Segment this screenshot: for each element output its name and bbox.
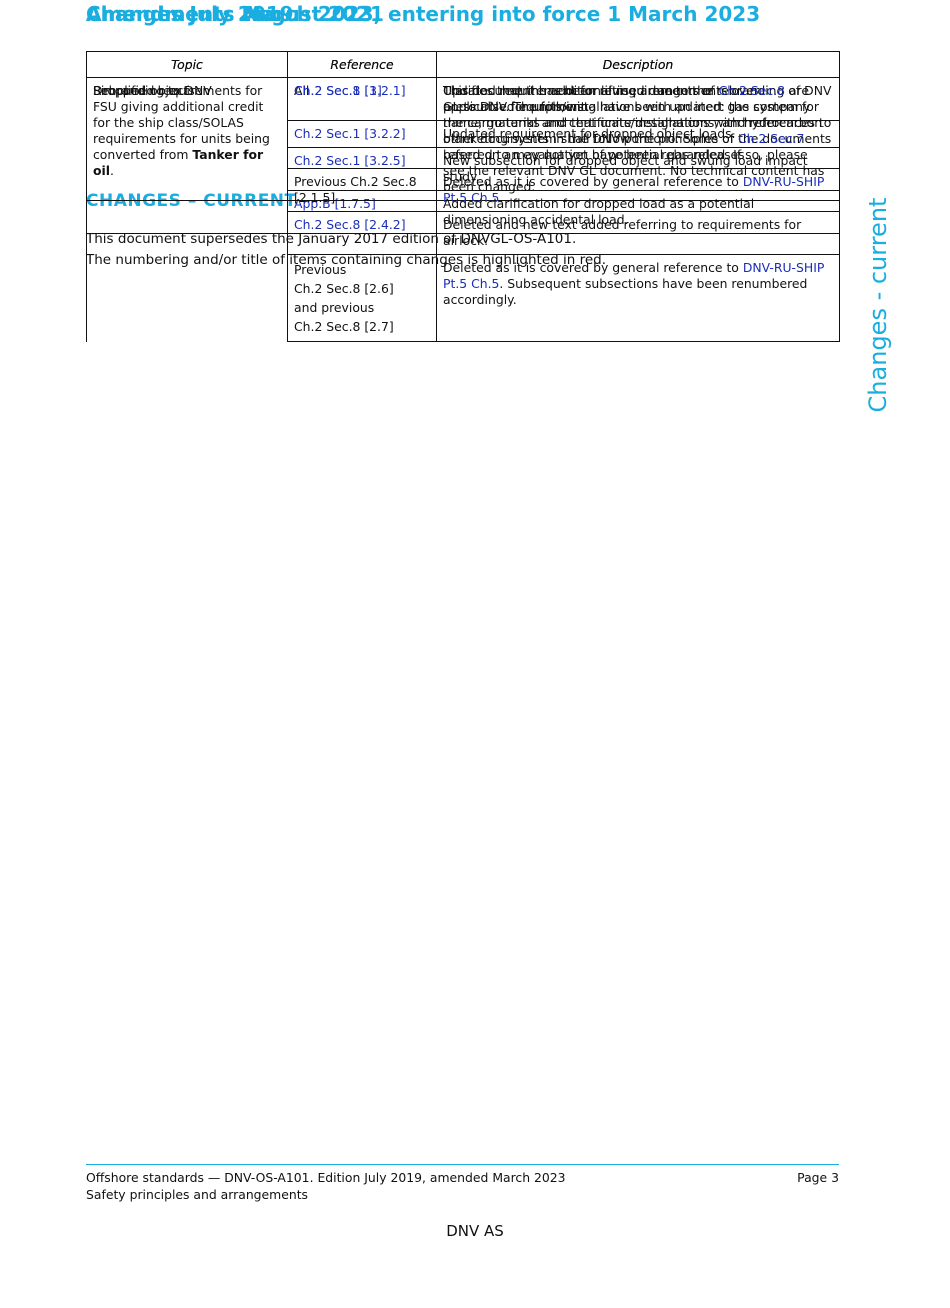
column-header: Reference	[287, 51, 437, 78]
text: Previous Ch.2 Sec.8 [2.1.5]	[294, 174, 417, 205]
description-cell: Deleted and new text added referring to …	[436, 211, 840, 255]
text: Deleted as it is covered by general refe…	[443, 174, 743, 189]
publisher: DNV AS	[446, 1222, 504, 1240]
text: Simplified requirements for FSU giving a…	[93, 83, 270, 162]
table-body: Simplified requirements for FSU giving a…	[86, 77, 840, 342]
section-title: Amendments August 2021	[86, 2, 384, 26]
footer-line: Offshore standards — DNV-OS-A101. Editio…	[86, 1170, 566, 1185]
link[interactable]: Ch.2 Sec.8 [1]	[294, 83, 382, 98]
description-cell: Deleted as it is covered by general refe…	[436, 254, 840, 342]
header-row: Topic Reference Description	[86, 51, 840, 78]
change-table: Topic Reference Description Simplified requ…	[86, 51, 840, 342]
column-header: Description	[436, 51, 840, 78]
paragraph: and previous	[294, 298, 430, 317]
footer-left: Offshore standards — DNV-OS-A101. Editio…	[86, 1169, 566, 1203]
table-row: Ch.2 Sec.8 [2.4.2] Deleted and new text a…	[87, 211, 840, 255]
text: .	[110, 163, 114, 178]
page-number: Page 3	[797, 1170, 839, 1185]
footer-line: Safety principles and arrangements	[86, 1187, 309, 1202]
topic-cell: Simplified requirements for FSU giving a…	[86, 77, 288, 342]
column-header: Topic	[86, 51, 288, 78]
link[interactable]: Ch.2 Sec.7	[738, 131, 805, 146]
description-cell: Clarifies that the additional requiremen…	[436, 77, 840, 169]
paragraph: Simplified requirements for FSU giving a…	[93, 83, 281, 179]
text: Previous	[294, 262, 347, 277]
link[interactable]: DNV-RU-SHIP Pt.5 Ch.5	[443, 174, 825, 205]
table-row: Simplified requirements for FSU giving a…	[86, 77, 840, 342]
section: Changes July 2019 Topic Reference Descripti…	[86, 0, 840, 342]
text: .	[499, 190, 504, 205]
section-title: Changes July 2019	[86, 2, 294, 26]
text: Ch.2 Sec.8 [2.7]	[294, 319, 394, 334]
paragraph: Deleted and new text added referring to …	[443, 217, 833, 249]
paragraph: Ch.2 Sec.8 [2.4.2]	[294, 217, 430, 233]
text: based on an evaluation of potential gas …	[443, 147, 749, 162]
text: are applicable for units/installations w…	[443, 83, 823, 146]
reference-cell: Ch.2 Sec.8 [1]	[287, 77, 437, 169]
paragraph: Deleted as it is covered by general refe…	[443, 174, 833, 206]
table-row: Previous Ch.2 Sec.8 [2.6] and previous Ch.2…	[87, 254, 840, 342]
link[interactable]: Ch.2 Sec.8	[718, 83, 786, 98]
text: Deleted as it is covered by general refe…	[443, 260, 743, 275]
section-title: Amendments March 2023, entering into for…	[86, 2, 761, 26]
reference-cell: Previous Ch.2 Sec.8 [2.1.5]	[287, 168, 437, 212]
text: Deleted and new text added referring to …	[443, 217, 802, 248]
paragraph: Ch.2 Sec.8 [2.7]	[294, 317, 430, 336]
paragraph: Deleted as it is covered by general refe…	[443, 260, 833, 308]
text: and previous	[294, 300, 375, 315]
text: Tanker for oil	[93, 147, 264, 178]
footer-rule	[86, 1164, 839, 1165]
text: Clarifies that the additional requiremen…	[443, 83, 719, 98]
link[interactable]: Ch.2 Sec.8 [2.4.2]	[294, 217, 406, 232]
link[interactable]: DNV-RU-SHIP Pt.5 Ch.5	[443, 260, 825, 291]
text: Ch.2 Sec.8 [2.6]	[294, 281, 394, 296]
side-label: Changes - current	[864, 197, 892, 413]
reference-cell: Previous Ch.2 Sec.8 [2.6] and previous Ch.2…	[287, 254, 437, 342]
paragraph: Ch.2 Sec.8 [1]	[294, 83, 430, 99]
paragraph: Previous Ch.2 Sec.8 [2.1.5]	[294, 174, 430, 206]
paragraph: Ch.2 Sec.8 [2.6]	[294, 279, 430, 298]
table-head: Topic Reference Description	[86, 51, 840, 78]
reference-cell: Ch.2 Sec.8 [2.4.2]	[287, 211, 437, 255]
text: . Subsequent subsections have been renum…	[443, 276, 808, 307]
description-cell: Deleted as it is covered by general refe…	[436, 168, 840, 212]
paragraph: Previous	[294, 260, 430, 279]
paragraph: Clarifies that the additional requiremen…	[443, 83, 833, 163]
table-row: Previous Ch.2 Sec.8 [2.1.5] Deleted as it…	[87, 168, 840, 212]
